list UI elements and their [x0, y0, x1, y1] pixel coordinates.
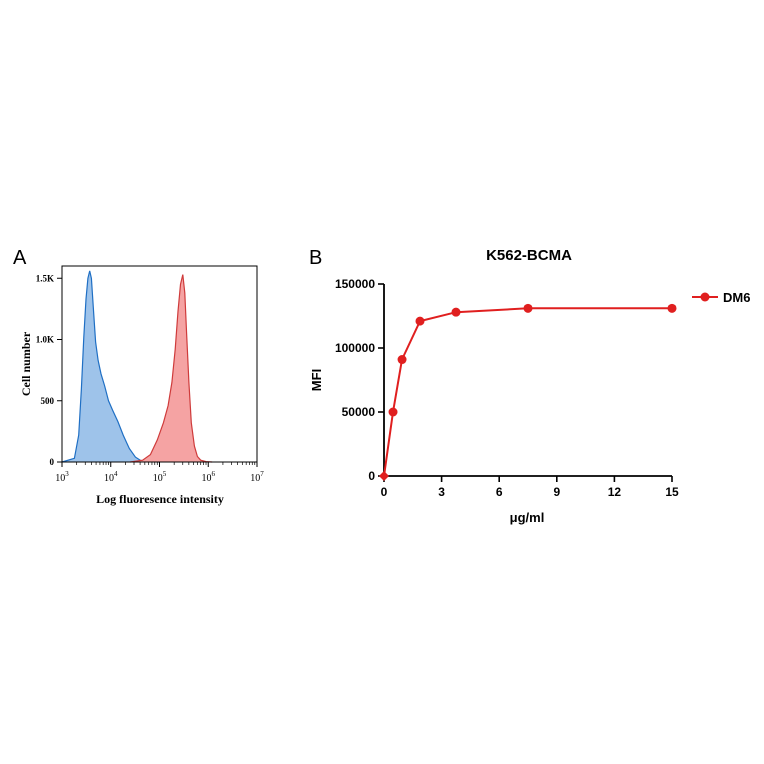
line-chart-x-tick-label: 6 [496, 485, 503, 499]
line-chart-legend: DM6 [692, 290, 750, 305]
panel-b-letter: B [309, 247, 322, 269]
histogram-x-tick-label: 105 [153, 470, 167, 484]
line-chart-data-point [667, 303, 677, 313]
line-chart-x-tick-label: 0 [381, 485, 388, 499]
line-chart-data-point [415, 316, 425, 326]
panel-b: B K562-BCMA 0 50000 100000 150000 0 3 6 9 12 15 D… [309, 247, 750, 525]
histogram-area-1 [130, 274, 213, 462]
histogram-x-tick-label: 103 [55, 470, 69, 484]
legend-point-marker [700, 292, 710, 302]
histogram-x-axis-label: Log fluoresence intensity [96, 492, 224, 506]
line-chart-x-tick-label: 3 [438, 485, 445, 499]
histogram-area-0 [62, 270, 160, 462]
line-chart-x-tick-label: 12 [608, 485, 622, 499]
line-chart-data-point [451, 307, 461, 317]
line-chart-y-tick-label: 150000 [335, 277, 375, 291]
line-chart-data-point [388, 407, 398, 417]
line-chart-axes: 0 50000 100000 150000 0 3 6 9 12 15 [335, 277, 679, 499]
line-chart-y-tick-label: 0 [368, 469, 375, 483]
histogram-y-axis: 0 500 1.0K 1.5K [36, 273, 62, 467]
histogram-y-tick-label: 1.0K [36, 335, 54, 345]
line-chart-series [379, 303, 677, 481]
legend-label-dm6: DM6 [723, 290, 750, 305]
histogram-outline-0 [61, 270, 160, 463]
line-chart-y-tick-label: 100000 [335, 341, 375, 355]
line-chart-x-tick-label: 15 [665, 485, 679, 499]
panel-a-letter: A [13, 247, 27, 269]
histogram-x-tick-label: 107 [250, 470, 264, 484]
histogram-y-tick-label: 0 [50, 457, 55, 467]
line-chart-y-tick-label: 50000 [342, 405, 376, 419]
histogram-x-tick-label: 106 [202, 470, 216, 484]
histogram-y-tick-label: 1.5K [36, 273, 54, 283]
histogram-x-tick-label: 104 [104, 470, 118, 484]
line-chart-title: K562-BCMA [486, 247, 572, 264]
line-chart-series-line [383, 307, 672, 477]
histogram-y-axis-label: Cell number [19, 331, 33, 396]
line-chart-x-tick-label: 9 [553, 485, 560, 499]
line-chart-data-point [523, 303, 533, 313]
histogram-outline-1 [130, 274, 213, 463]
line-chart-data-point [397, 355, 407, 365]
histogram-x-axis: 103 104 105 106 107 [55, 462, 264, 484]
panel-a: A 0 500 1.0K 1.5K 103 104 105 106 107 Log fluor… [13, 247, 264, 506]
histogram-y-tick-label: 500 [41, 396, 55, 406]
line-chart-y-axis-label: MFI [309, 369, 324, 391]
line-chart-data-point [379, 471, 389, 481]
line-chart-x-axis-label: μg/ml [510, 510, 545, 525]
histogram-series-group [61, 270, 213, 463]
